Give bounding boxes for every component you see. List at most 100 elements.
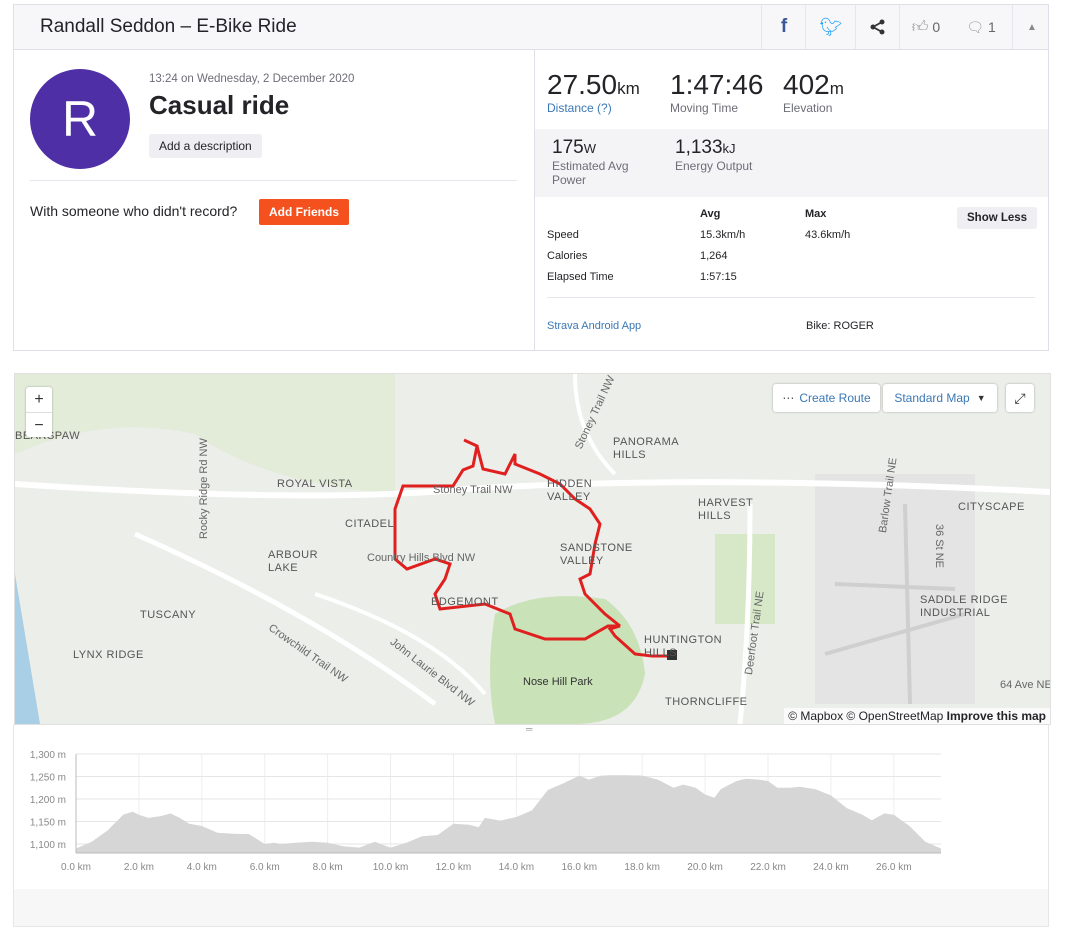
comment-count: 1 (987, 19, 996, 35)
map-label: 36 St NE (933, 524, 945, 569)
x-tick-label: 6.0 km (250, 862, 280, 873)
stat-max: 43.6km/h (805, 229, 851, 241)
elevation-profile: ═ 0.0 km 2.0 km 4.0 km 6.0 km 8.0 km 10.0 km 1… (13, 724, 1049, 927)
create-route-label: Create Route (799, 391, 871, 405)
route-map[interactable]: ROYAL VISTA CITADEL ARBOUR LAKE TUSCANY LYNX… (14, 373, 1051, 725)
moving-time-stat: 1:47:46 Moving Time (670, 69, 763, 115)
elevation-value: 402 (783, 69, 830, 100)
map-label: HIDDEN VALLEY (547, 478, 593, 503)
create-route-button[interactable]: ⋯ Create Route (773, 384, 880, 412)
resize-handle-icon[interactable]: ═ (526, 724, 533, 734)
map-label: Stoney Trail NW (433, 484, 513, 496)
stats-panel: 27.50km Distance (?) 1:47:46 Moving Time 4… (534, 49, 1048, 350)
bike-name: Bike: ROGER (806, 320, 874, 332)
moving-time-label: Moving Time (670, 101, 739, 115)
moving-time-value: 1:47:46 (670, 69, 764, 100)
elevation-label: Elevation (783, 101, 833, 115)
power-label: Estimated Avg Power (552, 159, 629, 187)
caret-up-icon: ▲ (1027, 21, 1037, 33)
map-label: SANDSTONE VALLEY (560, 542, 633, 567)
map-tiles (15, 374, 1050, 724)
x-tick-label: 8.0 km (313, 862, 343, 873)
kudos-button[interactable]: 👍︎ 0 (899, 5, 952, 49)
map-label: CITYSCAPE (958, 501, 1025, 513)
stat-label: Calories (547, 250, 588, 262)
energy-label: Energy Output (675, 159, 753, 173)
collapse-button[interactable]: ▲ (1012, 5, 1051, 49)
stat-avg: 1,264 (700, 250, 728, 262)
activity-name: Casual ride (149, 90, 290, 120)
map-label: 64 Ave NE (1000, 679, 1051, 691)
route-icon: ⋯ (782, 391, 795, 405)
energy-unit: kJ (722, 141, 736, 156)
facebook-share-button[interactable]: f (761, 5, 806, 49)
map-label: HUNTINGTON HILLS (644, 634, 723, 659)
x-tick-label: 24.0 km (813, 862, 849, 873)
twitter-icon: 🐦︎ (819, 16, 843, 37)
map-type-dropdown[interactable]: Standard Map ▼ (883, 384, 997, 412)
x-tick-label: 0.0 km (61, 862, 91, 873)
map-label: CITADEL (345, 518, 395, 530)
divider (30, 180, 517, 181)
attribution-text[interactable]: © Mapbox © OpenStreetMap (788, 709, 944, 723)
caret-down-icon: ▼ (976, 393, 986, 403)
elevation-chart: 0.0 km 2.0 km 4.0 km 6.0 km 8.0 km 10.0 km 12.… (30, 750, 941, 873)
stat-label: Speed (547, 229, 579, 241)
power-unit: W (583, 141, 596, 156)
share-icon (870, 19, 885, 35)
x-tick-label: 16.0 km (561, 862, 597, 873)
y-tick-label: 1,200 m (30, 795, 66, 806)
activity-datetime: 13:24 on Wednesday, 2 December 2020 (149, 73, 355, 85)
comments-button[interactable]: 🗨︎ 1 (951, 5, 1011, 49)
twitter-share-button[interactable]: 🐦︎ (805, 5, 856, 49)
x-tick-label: 18.0 km (624, 862, 660, 873)
y-tick-label: 1,300 m (30, 750, 66, 761)
map-label: TUSCANY (140, 609, 197, 621)
activity-title: Randall Seddon – E-Bike Ride (40, 16, 297, 37)
activity-summary-card: Randall Seddon – E-Bike Ride f 🐦︎ 👍︎ 0 🗨… (13, 4, 1049, 351)
avatar-letter: R (61, 91, 99, 147)
map-type-label: Standard Map (894, 391, 970, 405)
finish-flag-icon (667, 650, 677, 660)
share-button[interactable] (855, 5, 900, 49)
show-less-button[interactable]: Show Less (957, 207, 1038, 229)
max-header: Max (805, 208, 827, 220)
elevation-stat: 402m Elevation (783, 69, 844, 115)
y-tick-label: 1,100 m (30, 840, 66, 851)
distance-label[interactable]: Distance (?) (547, 101, 612, 115)
map-label: ROYAL VISTA (277, 478, 353, 490)
improve-map-link[interactable]: Improve this map (946, 709, 1046, 723)
add-friends-button[interactable]: Add Friends (259, 199, 350, 225)
device-link[interactable]: Strava Android App (547, 320, 642, 332)
secondary-stats: 175W Estimated Avg Power 1,133kJ Energy Ou… (535, 129, 1048, 197)
zoom-in-button[interactable]: + (34, 390, 44, 408)
map-label: EDGEMONT (431, 596, 499, 608)
y-tick-label: 1,150 m (30, 818, 66, 829)
zoom-controls: + − (26, 387, 52, 437)
elevation-area (76, 775, 941, 853)
map-label: HARVEST HILLS (698, 497, 754, 522)
map-label: Country Hills Blvd NW (367, 552, 476, 564)
energy-value: 1,133 (675, 137, 723, 158)
map-label: ARBOUR LAKE (268, 549, 319, 574)
map-label: SADDLE RIDGE INDUSTRIAL (920, 594, 1008, 619)
zoom-out-button[interactable]: − (26, 411, 52, 438)
x-tick-label: 22.0 km (750, 862, 786, 873)
avatar[interactable]: R (30, 69, 130, 169)
divider (547, 297, 1035, 298)
kudos-count: 0 (932, 19, 941, 35)
thumbs-up-icon: 👍︎ (911, 18, 929, 36)
comment-icon: 🗨︎ (966, 18, 985, 35)
map-label: Nose Hill Park (523, 676, 593, 688)
distance-unit: km (617, 79, 640, 98)
map-label: Rocky Ridge Rd NW (198, 438, 210, 539)
expand-icon: ⤢ (1014, 389, 1026, 406)
x-tick-label: 26.0 km (876, 862, 912, 873)
add-description-button[interactable]: Add a description (149, 134, 262, 158)
fullscreen-button[interactable]: ⤢ (1006, 384, 1034, 412)
footer-strip (14, 889, 1048, 926)
power-value: 175 (552, 137, 584, 158)
x-tick-label: 10.0 km (373, 862, 409, 873)
x-tick-label: 4.0 km (187, 862, 217, 873)
x-tick-label: 14.0 km (499, 862, 535, 873)
